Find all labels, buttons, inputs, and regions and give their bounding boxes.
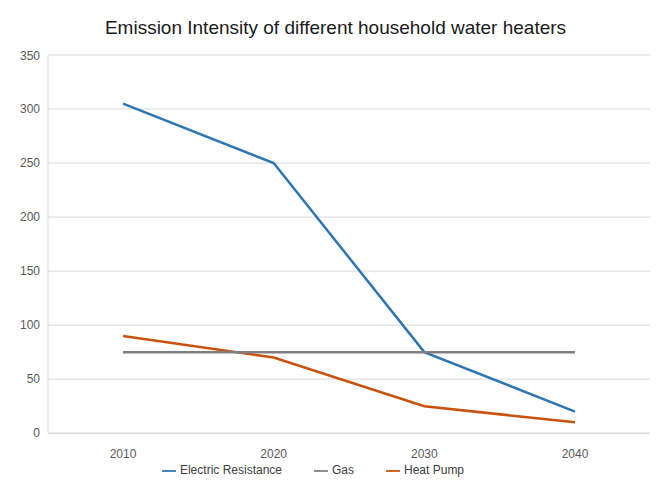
svg-text:50: 50 — [27, 372, 41, 386]
html-text:Electric Resistance: Electric Resistance — [180, 463, 282, 478]
svg-text:2020: 2020 — [260, 447, 287, 461]
svg-text:350: 350 — [20, 49, 40, 63]
svg-text:2040: 2040 — [562, 447, 589, 461]
svg-text:2030: 2030 — [411, 447, 438, 461]
html-text:Emission Intensity of differen: Emission Intensity of different househol… — [104, 17, 567, 38]
svg-text:2010: 2010 — [110, 447, 137, 461]
svg-text:100: 100 — [20, 318, 40, 332]
svg-text:300: 300 — [20, 102, 40, 116]
svg-text:200: 200 — [20, 210, 40, 224]
svg-text:150: 150 — [20, 264, 40, 278]
html-text:Heat Pump: Heat Pump — [404, 463, 464, 478]
html-text:Gas: Gas — [332, 463, 354, 478]
svg-text:250: 250 — [20, 156, 40, 170]
svg-text:0: 0 — [33, 426, 40, 440]
